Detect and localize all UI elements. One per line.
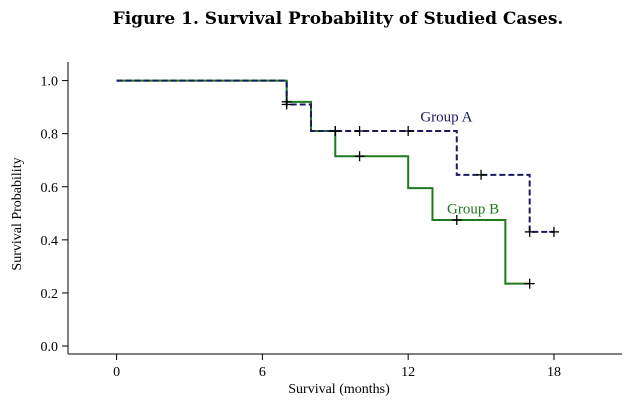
- censor-mark: [524, 278, 535, 289]
- series-labels: Group A Group B: [420, 110, 499, 218]
- y-tick-label: 0.4: [41, 234, 59, 249]
- y-tick-label: 0.0: [41, 340, 59, 355]
- x-tick-label: 6: [259, 365, 266, 380]
- y-tick-label: 1.0: [41, 75, 59, 90]
- censor-mark: [281, 99, 292, 110]
- x-tick-label: 12: [401, 365, 415, 380]
- series-layer: [116, 79, 559, 289]
- y-tick-label: 0.6: [41, 181, 59, 196]
- censor-mark: [330, 126, 341, 137]
- censor-mark: [354, 151, 365, 162]
- censor-mark: [403, 126, 414, 137]
- chart-title: Figure 1. Survival Probability of Studie…: [113, 9, 564, 29]
- y-ticks: 0.0 0.2 0.4 0.6 0.8 1.0: [41, 75, 68, 355]
- y-tick-label: 0.2: [41, 287, 59, 302]
- x-tick-label: 18: [547, 365, 561, 380]
- censor-mark: [524, 226, 535, 237]
- series-label-group-a: Group A: [420, 110, 472, 126]
- plot-frame: [67, 62, 622, 355]
- x-ticks: 0 6 12 18: [113, 354, 561, 380]
- censor-mark: [548, 226, 559, 237]
- x-axis-label: Survival (months): [288, 382, 390, 397]
- series-line-group-a: [116, 79, 554, 233]
- censor-mark: [354, 126, 365, 137]
- censor-mark: [476, 169, 487, 180]
- series-label-group-b: Group B: [447, 201, 499, 217]
- x-tick-label: 0: [113, 365, 120, 380]
- y-axis-label: Survival Probability: [10, 157, 25, 270]
- y-tick-label: 0.8: [41, 128, 59, 143]
- censor-mark: [451, 214, 462, 225]
